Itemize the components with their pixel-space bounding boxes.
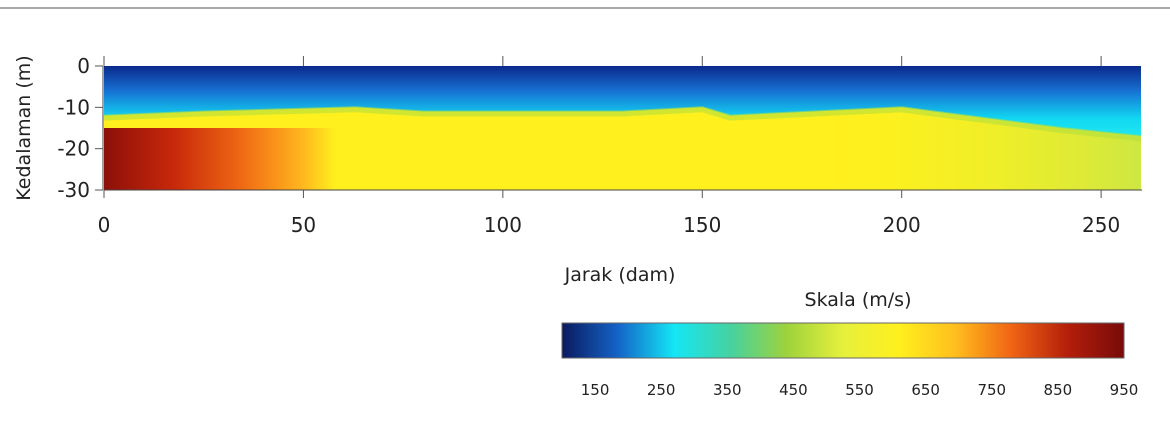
x-tick-label: 200 bbox=[883, 213, 921, 237]
axes: 0 50 100 150 200 250 0 -10 -20 -30 bbox=[57, 54, 1142, 237]
y-tick-label: -30 bbox=[57, 178, 90, 202]
x-tick-label: 150 bbox=[683, 213, 721, 237]
y-tick-label: -10 bbox=[57, 95, 90, 119]
colorbar-tick-label: 950 bbox=[1110, 381, 1139, 399]
colorbar-tick-label: 850 bbox=[1044, 381, 1073, 399]
near-surface-low-velocity-layer bbox=[104, 66, 1141, 137]
colorbar-title: Skala (m/s) bbox=[805, 289, 912, 311]
colorbar-tick-label: 550 bbox=[845, 381, 874, 399]
colorbar: Skala (m/s) 150 250 350 450 550 650 750 850 950 bbox=[561, 289, 1139, 399]
y-tick-label: -20 bbox=[57, 137, 90, 161]
x-tick-label: 50 bbox=[291, 213, 316, 237]
y-axis-title: Kedalaman (m) bbox=[13, 55, 35, 200]
colorbar-bar bbox=[561, 322, 1125, 359]
deep-high-velocity-zone bbox=[104, 128, 336, 190]
y-tick-label: 0 bbox=[77, 54, 90, 78]
colorbar-ticks: 150 250 350 450 550 650 750 850 950 bbox=[581, 381, 1139, 399]
x-tick-label: 0 bbox=[98, 213, 111, 237]
colorbar-tick-label: 250 bbox=[647, 381, 676, 399]
colorbar-tick-label: 150 bbox=[581, 381, 610, 399]
colorbar-tick-label: 750 bbox=[977, 381, 1006, 399]
plot-area bbox=[104, 66, 1141, 190]
layer-transition bbox=[104, 106, 1141, 142]
x-tick-label: 250 bbox=[1082, 213, 1120, 237]
x-tick-label: 100 bbox=[484, 213, 522, 237]
x-axis-title: Jarak (dam) bbox=[564, 264, 676, 286]
colorbar-tick-label: 450 bbox=[779, 381, 808, 399]
colorbar-tick-label: 650 bbox=[911, 381, 940, 399]
colorbar-tick-label: 350 bbox=[713, 381, 742, 399]
